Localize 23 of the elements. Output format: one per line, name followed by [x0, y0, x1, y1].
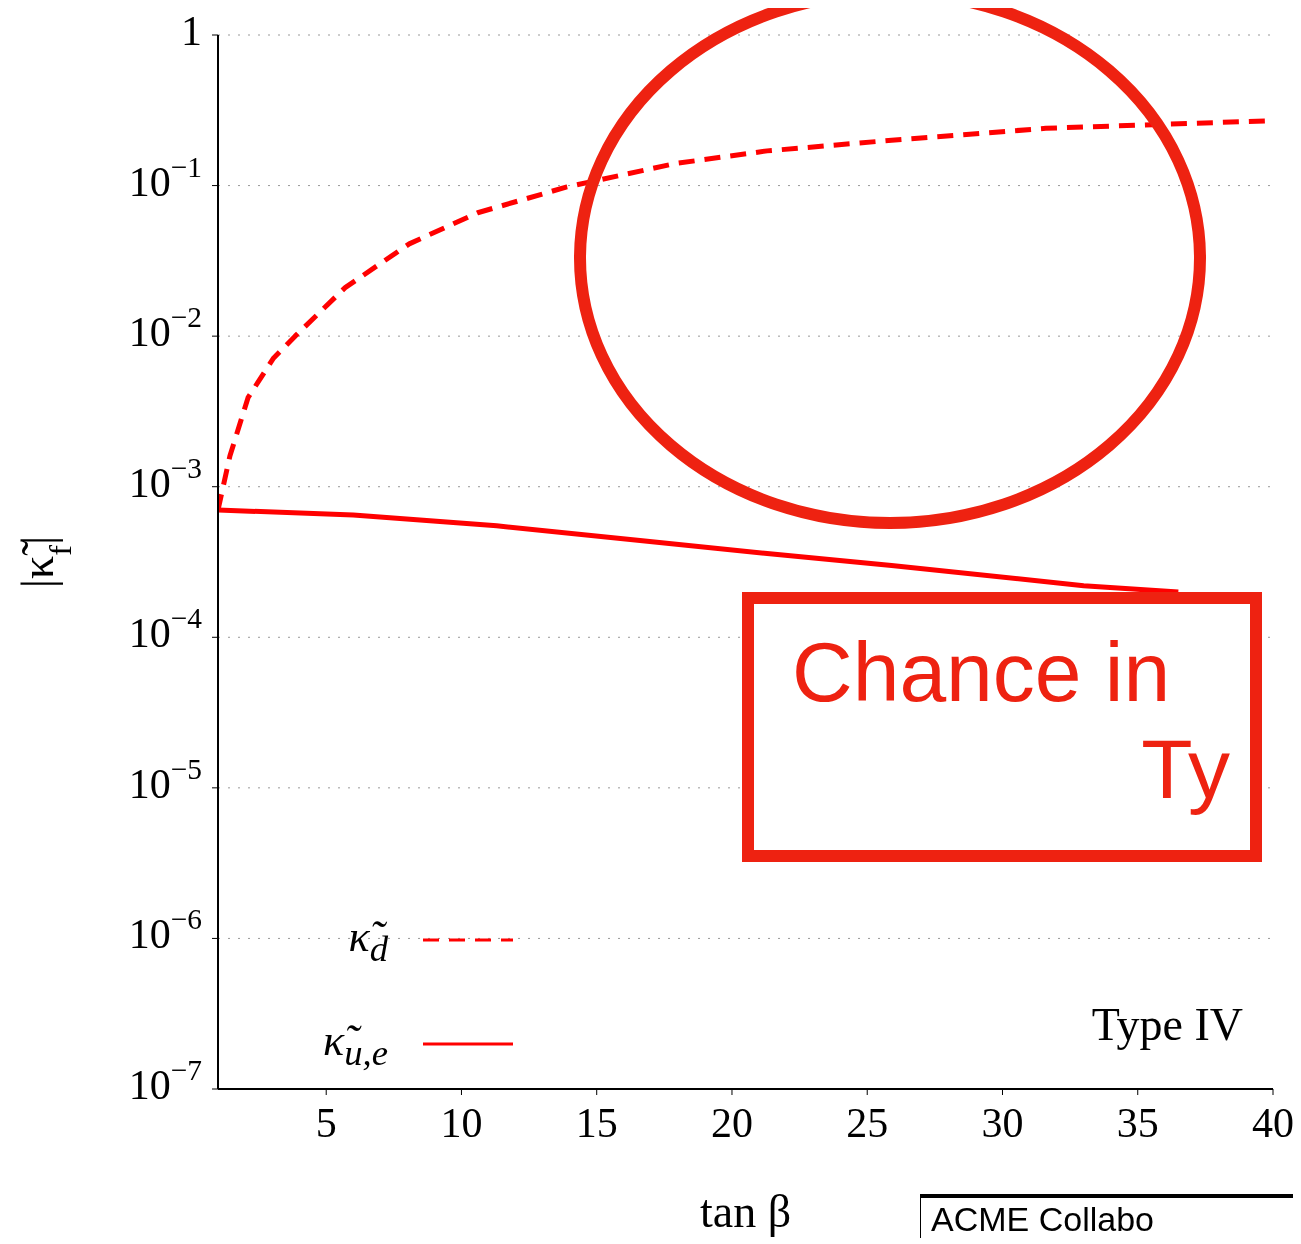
x-tick-label: 30 [981, 1100, 1024, 1146]
text: ACME Collabo [930, 1199, 1155, 1240]
x-tick-label: 35 [1116, 1100, 1159, 1146]
y-tick-label: 1 [181, 7, 202, 54]
y-tick-label: 10$^{−4}$ [128, 602, 203, 656]
x-tick-label: 15 [575, 1100, 618, 1146]
annotation: Chance in [792, 624, 1172, 721]
y-tick-label: 10$^{−6}$ [128, 903, 202, 958]
x-axis-title: tan β [699, 1186, 792, 1237]
legend-label: κ̃$_{d}$ [347, 910, 388, 970]
x-tick-label: 10 [440, 1100, 483, 1146]
annotation: Type IV [1091, 998, 1243, 1051]
y-tick-label: 10$^{−2}$ [128, 300, 202, 355]
x-tick-label: 5 [315, 1100, 337, 1146]
y-tick-label: 10$^{−5}$ [128, 752, 202, 807]
x-tick-label: 20 [710, 1100, 753, 1146]
x-tick-label: 40 [1252, 1100, 1294, 1146]
annotation: Ty [1140, 721, 1230, 818]
y-tick-label: 10$^{−3}$ [128, 451, 202, 506]
y-tick-label: 10$^{−1}$ [128, 150, 202, 205]
y-tick-label: 10$^{−7}$ [128, 1053, 202, 1108]
x-tick-label: 25 [846, 1100, 889, 1146]
legend-label: κ̃$_{u,e}$ [322, 1014, 388, 1074]
